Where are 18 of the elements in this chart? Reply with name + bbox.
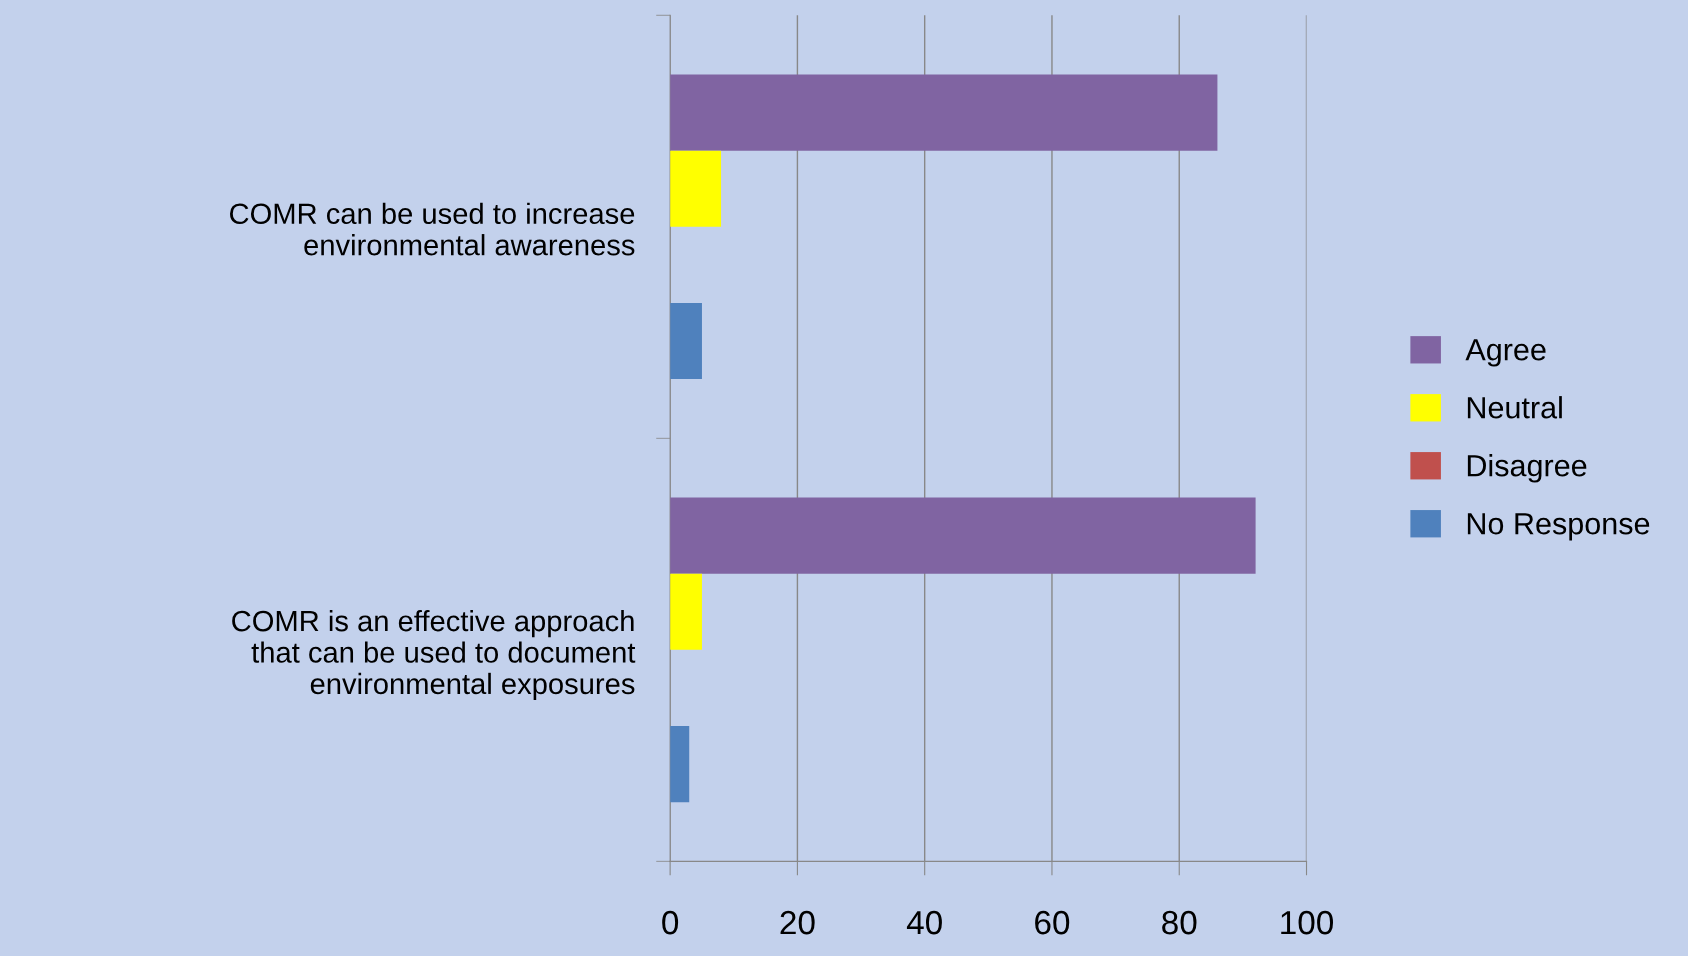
legend-label: Disagree	[1467, 454, 1587, 483]
legend-label: Neutral	[1467, 396, 1562, 419]
x-tick-label: 0	[662, 910, 679, 935]
bar	[670, 725, 690, 803]
x-tick-label: 20	[780, 910, 815, 935]
bar	[670, 497, 1256, 574]
x-tick-label: 40	[906, 910, 942, 935]
bar	[670, 74, 1218, 151]
legend-label: Agree	[1465, 339, 1546, 367]
bar	[670, 302, 702, 380]
y-tick-label: COMR is an effective approach that can be used to document environmental exposures	[232, 609, 636, 700]
bar	[670, 150, 722, 227]
bar	[670, 573, 702, 650]
x-tick-label: 60	[1035, 910, 1070, 935]
y-tick-label: COMR can be used to increase environmental awareness	[230, 202, 635, 256]
x-tick-label: 100	[1281, 910, 1334, 935]
legend-label: No Response	[1467, 513, 1650, 541]
x-tick-label: 80	[1162, 910, 1197, 935]
